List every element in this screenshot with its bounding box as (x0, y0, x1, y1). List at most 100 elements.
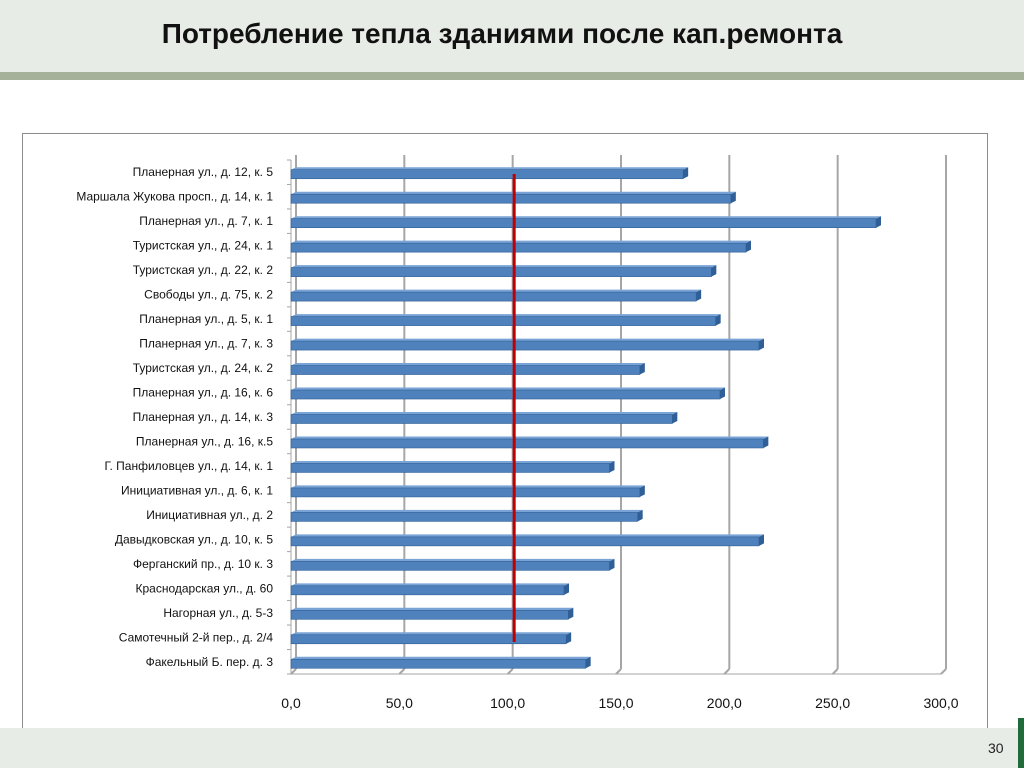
bar-end (763, 436, 769, 448)
category-label: Давыдковская ул., д. 10, к. 5 (115, 532, 273, 546)
chart-frame: Планерная ул., д. 12, к. 5 Маршала Жукова… (22, 133, 988, 751)
gridline-foot (831, 668, 839, 675)
bar (290, 610, 569, 620)
category-label: Свободы ул., д. 75, к. 2 (144, 288, 273, 302)
bar (290, 267, 712, 277)
bar-top (291, 216, 881, 219)
bar-end (564, 583, 569, 595)
bar-top (291, 558, 615, 562)
category-label: Планерная ул., д. 7, к. 3 (139, 337, 273, 351)
category-label: Туристская ул., д. 22, к. 2 (133, 263, 274, 277)
bar (290, 389, 721, 400)
bar-top (291, 314, 721, 317)
bar-top (291, 265, 717, 268)
slide-title: Потребление тепла зданиями после кап.рем… (161, 18, 843, 49)
category-label: Планерная ул., д. 5, к. 1 (139, 312, 273, 326)
bar (290, 512, 638, 522)
bar-top (291, 607, 574, 611)
bar-top (291, 240, 751, 244)
bar (290, 585, 565, 596)
bar (290, 536, 760, 547)
bar (290, 561, 610, 571)
bar-end (876, 216, 881, 228)
bar-end (683, 167, 689, 179)
bar-top (291, 338, 764, 342)
bar-end (637, 509, 643, 522)
slide-header (0, 0, 1024, 72)
slide-footer (0, 728, 1024, 768)
category-label: Самотечный 2-й пер., д. 2/4 (119, 630, 274, 644)
category-label: Инициативная ул., д. 2 (146, 508, 273, 522)
category-label: Ферганский пр., д. 10 к. 3 (133, 557, 273, 571)
x-tick-label: 0,0 (281, 695, 301, 711)
gridline-foot (398, 668, 406, 675)
header-divider (0, 72, 1024, 80)
bar-top (291, 485, 645, 488)
bar (290, 291, 697, 302)
category-label: Нагорная ул., д. 5-3 (163, 606, 273, 620)
bar-top (291, 656, 591, 660)
bar-top (291, 632, 572, 635)
bar-end (720, 387, 725, 400)
category-label: Туристская ул., д. 24, к. 1 (133, 239, 274, 253)
bar (290, 414, 673, 424)
bar (290, 218, 877, 228)
bar (290, 634, 567, 645)
bar-end (746, 240, 751, 253)
bar-end (730, 191, 736, 204)
x-tick-label: 100,0 (490, 695, 525, 711)
page-number: 30 (988, 740, 1004, 756)
bar (290, 365, 641, 375)
bar-top (291, 583, 569, 586)
bar (290, 242, 747, 253)
bar-end (609, 460, 615, 473)
bar-end (715, 314, 721, 326)
bar-end (585, 656, 591, 669)
bar-top (291, 167, 689, 170)
x-tick-label: 250,0 (815, 695, 850, 711)
bar (290, 193, 732, 204)
category-label: Планерная ул., д. 16, к. 6 (133, 386, 274, 400)
bar (290, 438, 764, 449)
bar-chart: Планерная ул., д. 12, к. 5 Маршала Жукова… (76, 155, 959, 749)
bar-top (291, 363, 645, 366)
gridline-foot (506, 668, 514, 675)
bar (290, 487, 641, 498)
category-label: Планерная ул., д. 12, к. 5 (133, 165, 274, 179)
bar-end (639, 485, 645, 497)
bar-end (711, 265, 717, 277)
bar-end (639, 363, 645, 375)
gridline-foot (290, 668, 297, 675)
category-label: Туристская ул., д. 24, к. 2 (133, 361, 274, 375)
bar (290, 340, 760, 351)
bar-end (696, 289, 702, 302)
bar-top (291, 460, 615, 464)
bar-top (291, 412, 678, 415)
bar-top (291, 387, 725, 391)
bar-end (609, 558, 615, 571)
gridline-foot (615, 668, 622, 675)
bar-top (291, 289, 702, 293)
bar-end (566, 632, 572, 644)
gridline-foot (940, 668, 947, 675)
bar (290, 658, 586, 669)
category-label: Маршала Жукова просп., д. 14, к. 1 (76, 190, 273, 204)
x-tick-label: 300,0 (923, 695, 958, 711)
bar (290, 169, 684, 180)
gridline-foot (723, 668, 731, 675)
bar-end (568, 607, 574, 620)
bar-end (759, 338, 764, 351)
category-label: Планерная ул., д. 16, к.5 (136, 434, 273, 448)
footer-accent (1018, 718, 1024, 768)
bar-top (291, 534, 764, 537)
category-label: Планерная ул., д. 7, к. 1 (139, 214, 273, 228)
category-label: Планерная ул., д. 14, к. 3 (133, 410, 274, 424)
x-tick-label: 150,0 (598, 695, 633, 711)
x-tick-label: 200,0 (707, 695, 742, 711)
bar (290, 463, 610, 473)
bar-end (759, 534, 764, 546)
x-tick-label: 50,0 (386, 695, 413, 711)
category-label: Инициативная ул., д. 6, к. 1 (121, 483, 273, 497)
bar-top (291, 509, 643, 513)
bar-end (672, 412, 678, 424)
